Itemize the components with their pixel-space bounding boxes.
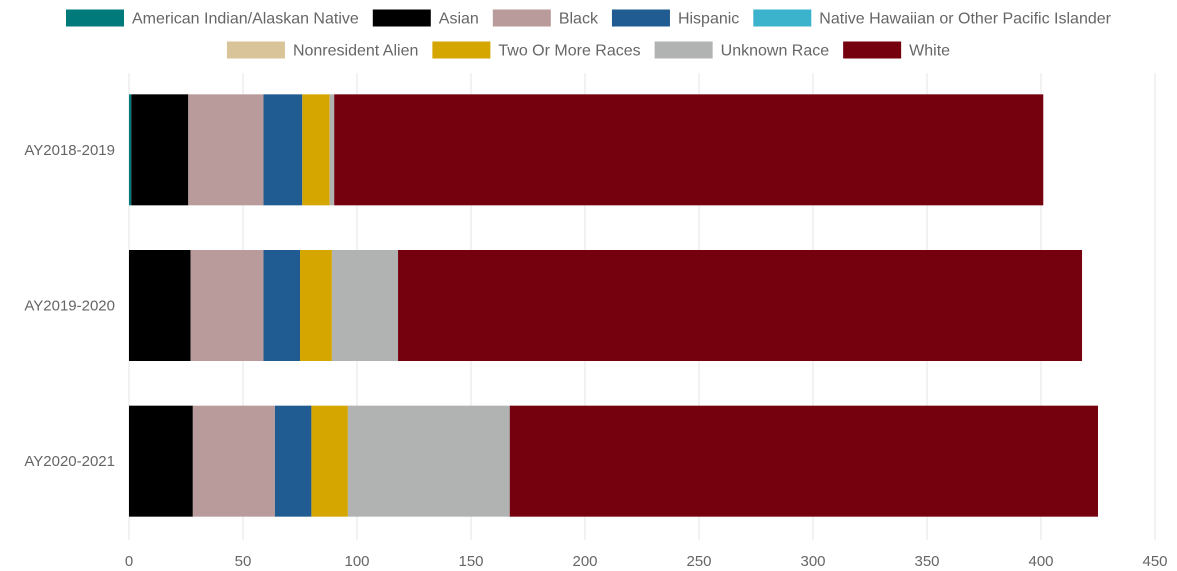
y-axis: AY2018-2019 AY2019-2020 AY2020-2021 <box>24 142 115 470</box>
legend-swatch <box>611 9 670 27</box>
legend-label: Unknown Race <box>721 43 830 60</box>
legend-item[interactable]: Hispanic <box>611 9 739 28</box>
y-tick-label: AY2019-2020 <box>24 298 115 315</box>
legend-item[interactable]: White <box>843 41 950 60</box>
bar-segment[interactable] <box>190 250 264 361</box>
bar-segment[interactable] <box>311 405 348 517</box>
x-tick-label: 400 <box>1028 553 1053 570</box>
legend-label: White <box>909 43 950 60</box>
legend-swatch <box>226 41 285 59</box>
x-tick-label: 50 <box>235 553 252 570</box>
bar-segment[interactable] <box>331 250 399 361</box>
bar-segment[interactable] <box>300 250 332 361</box>
legend: American Indian/Alaskan Native Asian Black… <box>66 9 1112 60</box>
legend-swatch <box>753 9 812 27</box>
bar-segment[interactable] <box>329 94 335 206</box>
bar-segment[interactable] <box>131 94 189 206</box>
legend-item[interactable]: Black <box>492 9 599 28</box>
bar-segment[interactable] <box>129 405 193 517</box>
legend-item[interactable]: Unknown Race <box>654 41 830 60</box>
x-tick-label: 300 <box>800 553 825 570</box>
bars <box>129 94 1098 517</box>
bar-segment[interactable] <box>129 94 132 206</box>
legend-label: Hispanic <box>678 11 739 28</box>
bar-segment[interactable] <box>192 405 275 517</box>
legend-label: Asian <box>439 11 479 28</box>
bar-segment[interactable] <box>263 94 303 206</box>
x-axis: 0 50 100 150 200 250 300 350 400 450 <box>125 553 1168 570</box>
bar-segment[interactable] <box>302 94 330 206</box>
legend-swatch <box>843 41 902 59</box>
bar-segment[interactable] <box>188 94 264 206</box>
x-tick-label: 100 <box>344 553 369 570</box>
bar-segment[interactable] <box>334 94 1044 206</box>
legend-item[interactable]: Nonresident Alien <box>226 41 418 60</box>
legend-item[interactable]: American Indian/Alaskan Native <box>66 9 359 28</box>
legend-label: Native Hawaiian or Other Pacific Islande… <box>819 11 1111 28</box>
x-tick-label: 350 <box>914 553 939 570</box>
legend-swatch <box>654 41 713 59</box>
legend-label: Nonresident Alien <box>293 43 418 60</box>
x-tick-label: 200 <box>572 553 597 570</box>
bar-segment[interactable] <box>263 250 300 361</box>
bar-segment[interactable] <box>398 250 1083 361</box>
legend-swatch <box>492 9 551 27</box>
legend-item[interactable]: Asian <box>372 9 479 28</box>
legend-item[interactable]: Native Hawaiian or Other Pacific Islande… <box>753 9 1112 28</box>
legend-swatch <box>66 9 125 27</box>
x-tick-label: 150 <box>458 553 483 570</box>
legend-swatch <box>432 41 491 59</box>
y-tick-label: AY2018-2019 <box>24 142 115 159</box>
legend-swatch <box>372 9 431 27</box>
legend-label: Black <box>559 11 599 28</box>
bar-segment[interactable] <box>129 250 191 361</box>
x-tick-label: 250 <box>686 553 711 570</box>
y-tick-label: AY2020-2021 <box>24 453 115 470</box>
bar-segment[interactable] <box>347 405 510 517</box>
bar-segment[interactable] <box>274 405 312 517</box>
x-tick-label: 0 <box>125 553 133 570</box>
bar-segment[interactable] <box>509 405 1098 517</box>
legend-label: American Indian/Alaskan Native <box>132 11 359 28</box>
x-tick-label: 450 <box>1142 553 1167 570</box>
legend-item[interactable]: Two Or More Races <box>432 41 641 60</box>
legend-label: Two Or More Races <box>498 43 640 60</box>
